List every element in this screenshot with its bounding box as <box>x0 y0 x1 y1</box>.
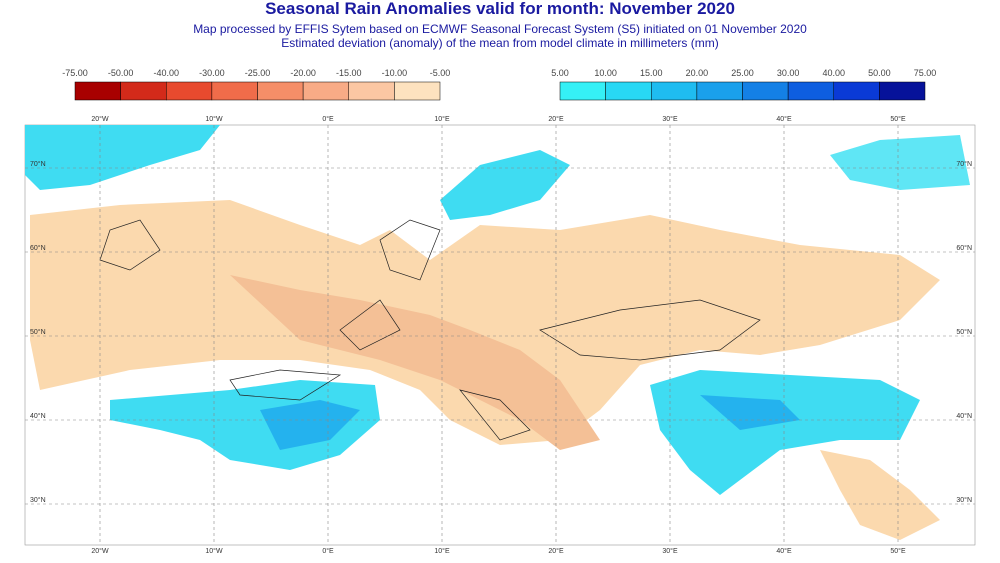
colorbar-label: -25.00 <box>245 68 271 78</box>
colorbar-box <box>787 81 834 101</box>
colorbar-label: 40.00 <box>822 68 845 78</box>
lon-label: 20°W <box>91 115 109 123</box>
lon-label: 10°W <box>205 547 223 555</box>
colorbar-box <box>348 81 395 101</box>
lon-label: 20°E <box>548 547 564 555</box>
colorbar-box <box>394 81 441 101</box>
lon-label: 30°E <box>662 547 678 555</box>
colorbar-label: 10.00 <box>594 68 617 78</box>
colorbar-box <box>559 81 606 101</box>
colorbar-label: 75.00 <box>914 68 937 78</box>
colorbar-label: -20.00 <box>290 68 316 78</box>
colorbar-box <box>605 81 652 101</box>
lat-label: 50°N <box>956 328 972 336</box>
colorbar-box <box>211 81 258 101</box>
colorbar-label: -75.00 <box>62 68 88 78</box>
lat-label: 30°N <box>30 496 46 504</box>
colorbar-box <box>651 81 698 101</box>
lon-label: 20°W <box>91 547 109 555</box>
lon-label: 50°E <box>890 115 906 123</box>
lat-label: 70°N <box>30 160 46 168</box>
colorbar-box <box>120 81 167 101</box>
lon-label: 10°E <box>434 115 450 123</box>
colorbar-box <box>879 81 926 101</box>
lon-label: 30°E <box>662 115 678 123</box>
colorbar-label: -10.00 <box>382 68 408 78</box>
colorbar-box <box>833 81 880 101</box>
dry-area <box>230 275 600 450</box>
lat-label: 40°N <box>30 412 46 420</box>
wet-area <box>25 125 220 190</box>
lat-label: 60°N <box>956 244 972 252</box>
colorbar-label: -40.00 <box>153 68 179 78</box>
subtitle: Map processed by EFFIS Sytem based on EC… <box>193 22 807 36</box>
colorbar-label: 30.00 <box>777 68 800 78</box>
lon-label: 10°E <box>434 547 450 555</box>
dry-area <box>820 450 940 540</box>
dry-area <box>30 200 940 445</box>
lon-label: 50°E <box>890 547 906 555</box>
lon-label: 20°E <box>548 115 564 123</box>
lat-label: 30°N <box>956 496 972 504</box>
lon-label: 0°E <box>322 115 334 123</box>
colorbar-label: -30.00 <box>199 68 225 78</box>
lon-label: 10°W <box>205 115 223 123</box>
colorbar-label: -50.00 <box>108 68 134 78</box>
colorbar-label: -5.00 <box>430 68 451 78</box>
lat-label: 60°N <box>30 244 46 252</box>
coastline <box>99 219 761 441</box>
colorbar-box <box>742 81 789 101</box>
lon-label: 40°E <box>776 547 792 555</box>
lat-label: 40°N <box>956 412 972 420</box>
lon-label: 40°E <box>776 115 792 123</box>
lat-label: 50°N <box>30 328 46 336</box>
wet-core <box>260 395 800 450</box>
colorbar-box <box>302 81 349 101</box>
colorbar-label: 15.00 <box>640 68 663 78</box>
description: Estimated deviation (anomaly) of the mea… <box>281 36 718 50</box>
colorbar-label: -15.00 <box>336 68 362 78</box>
colorbar-box <box>166 81 213 101</box>
title: Seasonal Rain Anomalies valid for month:… <box>265 0 735 18</box>
wet-area <box>830 135 970 190</box>
map: 20°W 20°W 10°W 10°W 0°E 0°E 10°E 10°E 20°E 20°E 30… <box>24 115 976 555</box>
colorbar-box <box>74 81 121 101</box>
colorbar-box <box>696 81 743 101</box>
colorbar-label: 20.00 <box>686 68 709 78</box>
wet-area <box>440 150 570 220</box>
colorbar-label: 5.00 <box>551 68 569 78</box>
colorbar-box <box>257 81 304 101</box>
colorbar-label: 25.00 <box>731 68 754 78</box>
colorbar-label: 50.00 <box>868 68 891 78</box>
lon-label: 0°E <box>322 547 334 555</box>
lat-label: 70°N <box>956 160 972 168</box>
